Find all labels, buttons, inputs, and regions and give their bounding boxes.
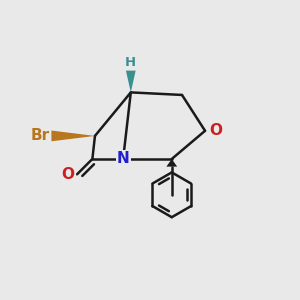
Polygon shape	[51, 130, 95, 141]
Polygon shape	[167, 159, 177, 166]
Text: Br: Br	[31, 128, 50, 143]
Text: H: H	[125, 56, 136, 69]
Text: O: O	[209, 123, 222, 138]
Polygon shape	[126, 70, 136, 92]
Text: N: N	[117, 152, 130, 166]
Text: O: O	[61, 167, 74, 182]
